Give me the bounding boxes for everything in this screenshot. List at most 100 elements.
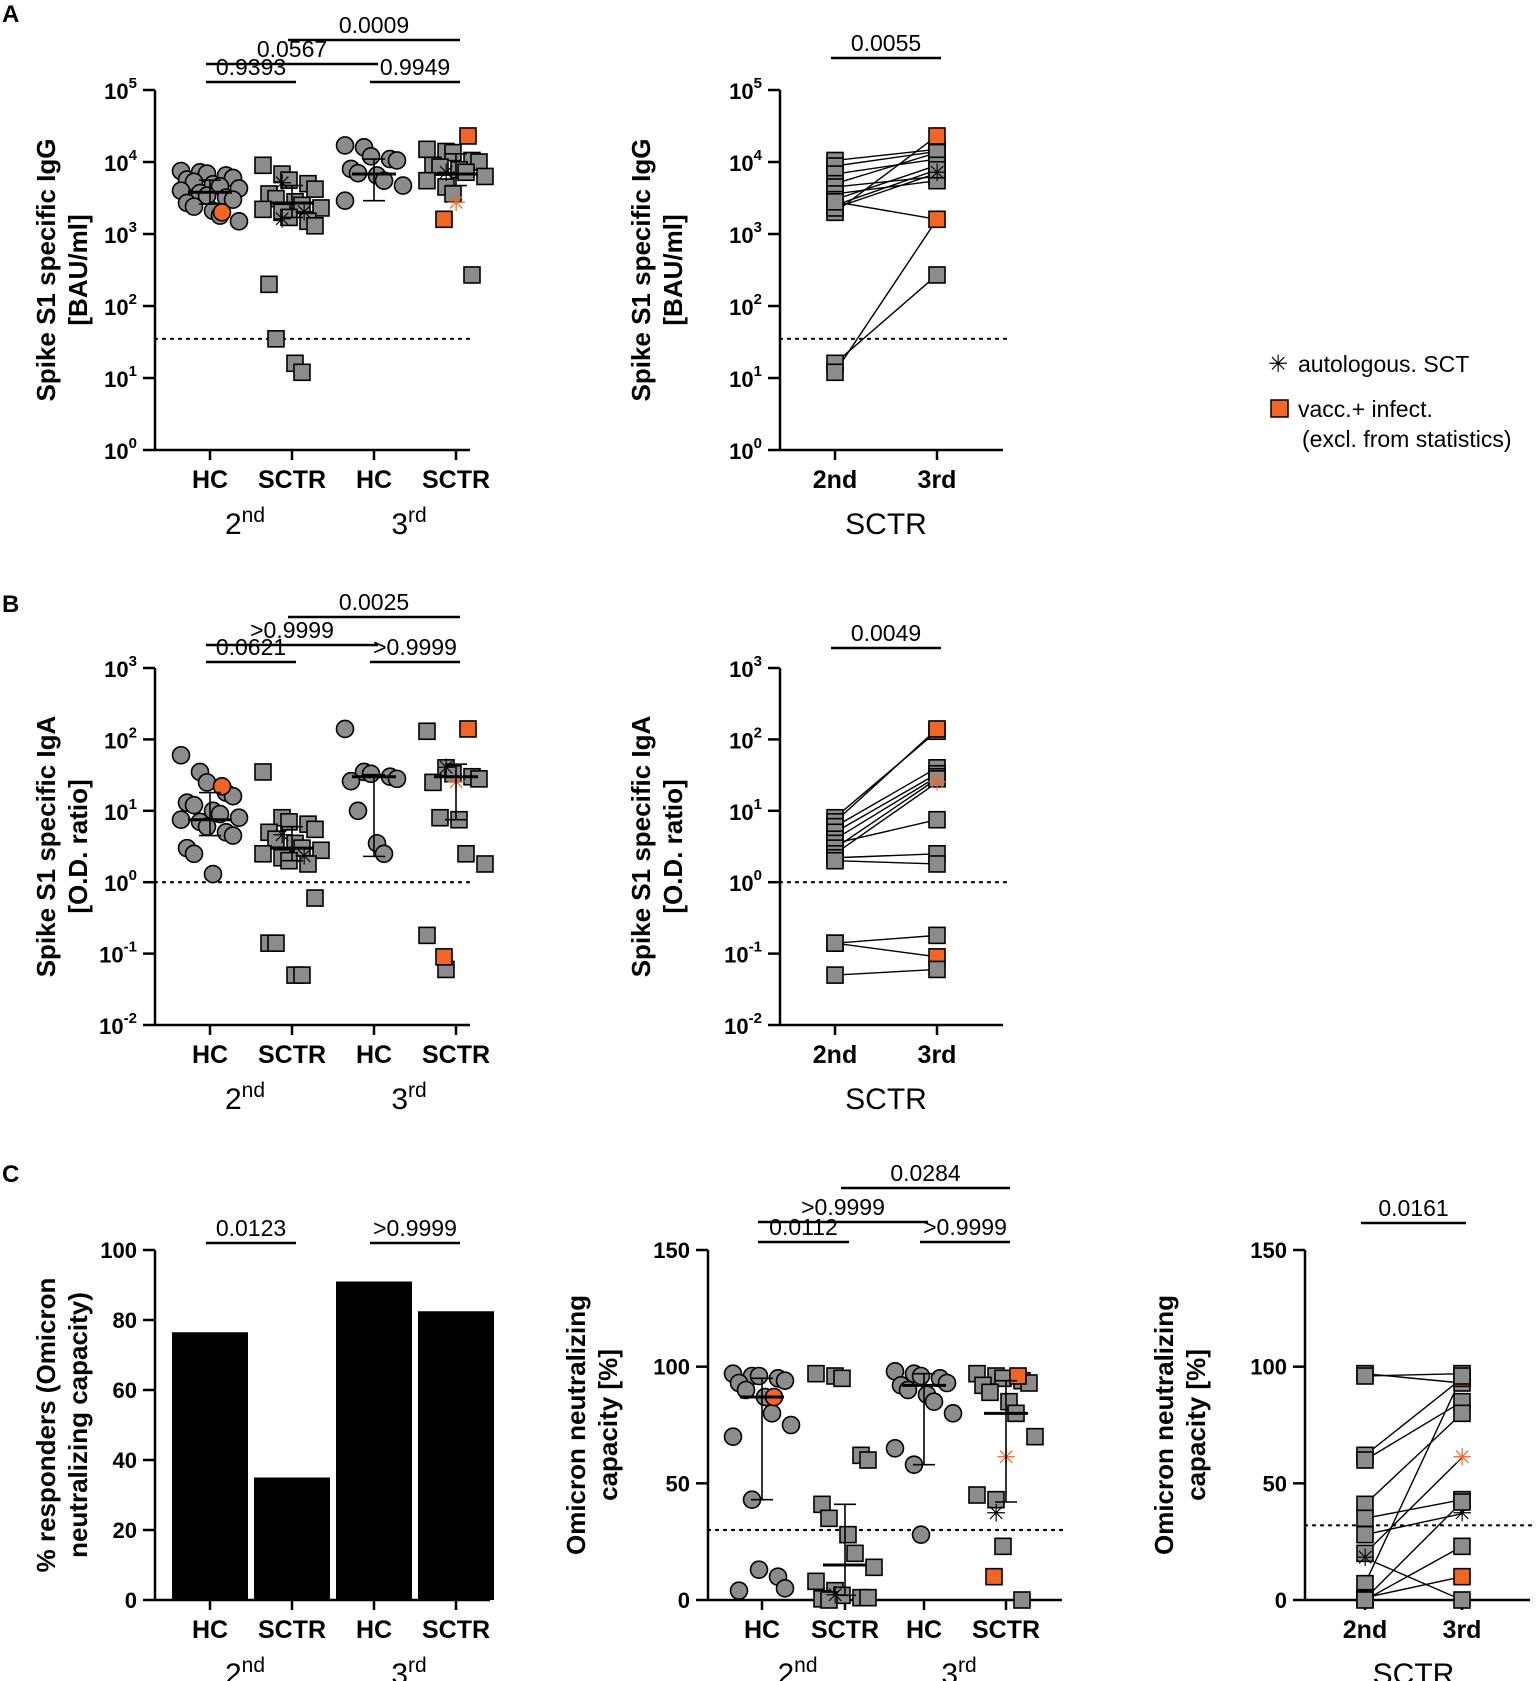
y-axis-label: Omicron neutralizing: [1149, 1295, 1179, 1555]
y-tick-label: 0: [125, 1588, 137, 1613]
data-point: [418, 140, 436, 159]
highlight-point: [1009, 1367, 1027, 1385]
x-tick-label: SCTR: [422, 466, 490, 494]
paired-line: [834, 860, 938, 865]
asterisk-point: ✳: [294, 199, 314, 226]
data-point-2nd: [826, 193, 844, 211]
paired-line: [834, 942, 938, 958]
paired-line: [834, 151, 938, 185]
pvalue-label: 0.0123: [216, 1215, 286, 1241]
y-tick-label: 103: [729, 219, 762, 248]
legend: ✳ autologous. SCT vacc.+ infect. (excl. …: [1268, 351, 1512, 452]
data-point: [911, 1366, 931, 1386]
data-point: [335, 136, 355, 155]
data-point: [775, 1371, 795, 1390]
data-point-3rd: [928, 266, 946, 284]
data-point: [299, 855, 317, 873]
data-point: [820, 1509, 838, 1528]
data-point: [463, 266, 481, 284]
paired-line: [1364, 1377, 1463, 1456]
paired-line: [834, 164, 938, 201]
bar: [418, 1311, 494, 1600]
data-point: [470, 770, 488, 788]
paired-line: [1364, 1375, 1463, 1584]
y-axis-label: Spike S1 specific IgG: [31, 139, 61, 402]
data-point: [203, 864, 223, 884]
paired-line: [1364, 1457, 1463, 1554]
data-point: [306, 820, 324, 839]
data-point-3rd: [928, 855, 946, 873]
pvalue-label: 0.0284: [890, 1160, 961, 1186]
paired-line: [834, 968, 938, 976]
data-point: [254, 844, 272, 863]
x-tick-label: SCTR: [258, 1616, 326, 1644]
group-label: 3rd: [391, 504, 426, 541]
y-tick-label: 102: [104, 291, 137, 320]
y-axis-label: neutralizing capacity): [63, 1292, 93, 1558]
y-tick-label: 40: [113, 1448, 137, 1473]
data-point: [444, 143, 462, 162]
y-tick-label: 100: [729, 867, 762, 896]
data-point-3rd: [1453, 1493, 1471, 1511]
chart-a-left: 100 101 102 103 104 105 Spike S1 specific IgG[…: [31, 12, 494, 541]
data-point: [431, 808, 449, 827]
data-point: [729, 1581, 749, 1600]
paired-line: [834, 776, 938, 840]
x-tick-label: HC: [192, 466, 228, 494]
data-point: [184, 844, 204, 864]
paired-line: [1364, 1545, 1463, 1601]
y-tick-label: 102: [104, 724, 137, 753]
data-point: [859, 1588, 877, 1607]
paired-line: [834, 148, 938, 162]
y-tick-label: 105: [729, 75, 762, 104]
asterisk-point: ✳: [294, 843, 314, 870]
y-tick-label: 20: [113, 1518, 137, 1543]
data-point-3rd: ✳: [927, 769, 947, 796]
pvalue-label: >0.9999: [923, 1214, 1007, 1240]
data-point: [335, 191, 355, 211]
data-point: [374, 844, 394, 864]
pvalue-label: 0.9393: [216, 54, 286, 80]
y-axis-label: Spike S1 specific IgA: [626, 716, 656, 978]
paired-line: [1364, 1412, 1463, 1505]
pvalue-label: 0.9949: [380, 54, 450, 80]
pvalue-label: 0.0049: [851, 620, 921, 646]
data-point-3rd: [928, 160, 946, 179]
data-point: [387, 769, 407, 789]
y-tick-label: 101: [729, 363, 762, 392]
paired-line: [834, 274, 938, 364]
data-point-2nd: [1356, 1451, 1374, 1469]
paired-line: [834, 218, 938, 373]
data-point-3rd: [1453, 1537, 1471, 1556]
paired-line: [834, 934, 938, 944]
y-tick-label: 100: [104, 435, 137, 464]
x-tick-label: HC: [356, 1041, 392, 1069]
data-point: [348, 801, 368, 821]
y-axis-label: Spike S1 specific IgA: [31, 716, 61, 978]
paired-line: [834, 172, 938, 209]
x-tick-label: 2nd: [813, 466, 857, 494]
y-tick-label: 101: [104, 796, 137, 825]
data-point: [293, 363, 311, 382]
y-axis-label: [BAU/ml]: [658, 214, 688, 325]
y-tick-label: 50: [1263, 1471, 1287, 1496]
x-tick-label: SCTR: [972, 1616, 1040, 1644]
paired-line: [834, 158, 938, 175]
asterisk-point: ✳: [986, 1501, 1006, 1528]
pvalue-label: 0.0055: [851, 30, 921, 56]
data-point: [723, 1427, 743, 1446]
group-label: 3rd: [391, 1654, 426, 1681]
data-point: [424, 773, 442, 792]
y-tick-label: 10-1: [99, 939, 137, 968]
highlight-point: [435, 210, 453, 229]
data-point-3rd: [928, 926, 946, 945]
y-tick-label: 102: [729, 291, 762, 320]
pvalue-label: >0.9999: [250, 617, 334, 643]
paired-line: [1364, 1372, 1463, 1377]
x-tick-label: 3rd: [1443, 1616, 1482, 1644]
data-point: [171, 745, 191, 765]
data-point-3rd: [928, 810, 946, 829]
data-point: [859, 1451, 877, 1469]
data-point: [223, 190, 243, 209]
